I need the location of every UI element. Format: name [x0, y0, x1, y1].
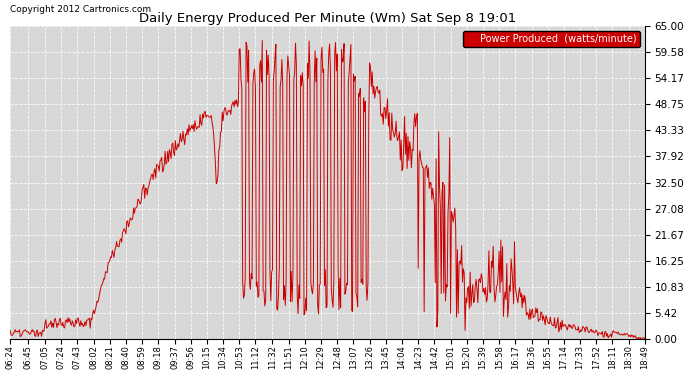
Text: Copyright 2012 Cartronics.com: Copyright 2012 Cartronics.com	[10, 4, 151, 13]
Title: Daily Energy Produced Per Minute (Wm) Sat Sep 8 19:01: Daily Energy Produced Per Minute (Wm) Sa…	[139, 12, 516, 25]
Legend: Power Produced  (watts/minute): Power Produced (watts/minute)	[463, 31, 640, 47]
